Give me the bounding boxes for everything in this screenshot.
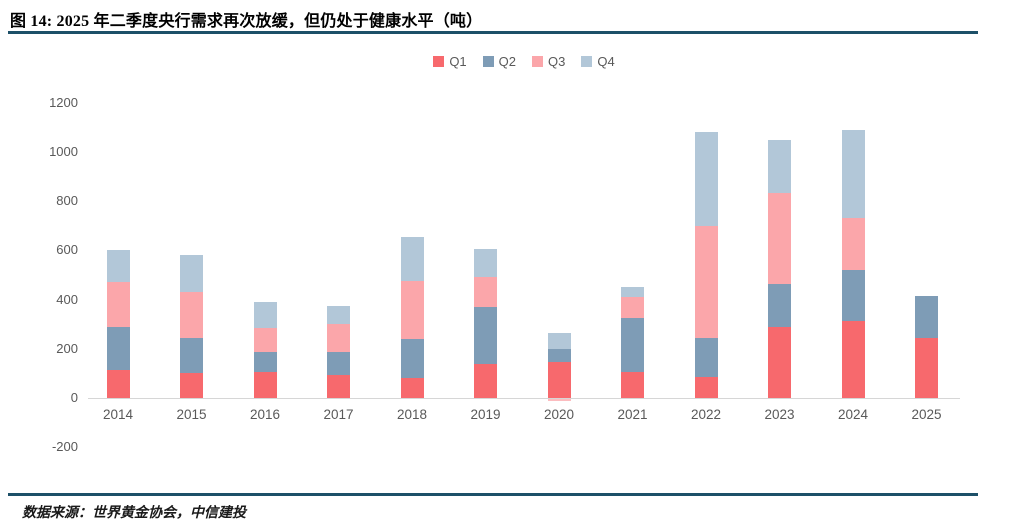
legend-label-q1: Q1: [449, 53, 467, 69]
bar-segment-q2-2015: [180, 337, 203, 374]
bar-segment-q3-2024: [841, 218, 865, 271]
legend-swatch-q3-icon: [532, 55, 543, 67]
y-axis-tick: 200: [56, 340, 78, 356]
x-axis-label-2020: 2020: [543, 407, 575, 422]
x-axis-label-2019: 2019: [470, 407, 501, 422]
x-axis-label-2025: 2025: [911, 407, 942, 422]
bar-segment-q4-2023: [768, 139, 791, 193]
bar-segment-q3-2014: [106, 282, 130, 327]
y-axis-tick: 0: [70, 390, 78, 405]
bar-segment-q2-2024: [841, 270, 865, 321]
bar-segment-q1-2014: [106, 369, 130, 398]
legend-label-q2: Q2: [498, 53, 516, 69]
x-axis-label-2015: 2015: [176, 407, 207, 422]
legend-swatch-q1-icon: [433, 55, 445, 67]
bar-segment-q1-2015: [180, 373, 203, 398]
legend-swatch-q4-icon: [581, 55, 593, 67]
bar-segment-q3-2020: [547, 399, 571, 402]
bar-segment-q3-2015: [180, 292, 203, 338]
bar-segment-q4-2014: [106, 250, 130, 283]
x-axis-label-2024: 2024: [837, 407, 869, 422]
bar-segment-q4-2021: [621, 287, 644, 298]
legend-label-q4: Q4: [597, 53, 615, 69]
y-axis-tick: 600: [56, 242, 78, 258]
bar-segment-q2-2019: [474, 306, 497, 364]
legend-label-q3: Q3: [548, 53, 566, 69]
zero-axis-line: [88, 398, 960, 399]
bar-segment-q4-2022: [694, 132, 718, 226]
bar-segment-q2-2014: [106, 326, 130, 370]
x-axis-label-2023: 2023: [764, 407, 795, 422]
x-axis-label-2022: 2022: [690, 407, 722, 422]
bar-segment-q4-2018: [400, 236, 424, 282]
bar-segment-q4-2016: [253, 302, 277, 328]
x-axis-label-2014: 2014: [102, 407, 134, 422]
bar-segment-q3-2016: [253, 327, 277, 353]
bar-segment-q1-2022: [694, 377, 718, 398]
bar-segment-q2-2020: [547, 348, 571, 363]
bar-segment-q4-2019: [474, 249, 497, 278]
bar-segment-q3-2018: [400, 281, 424, 339]
bar-segment-q2-2017: [327, 352, 350, 375]
legend-item-q2: Q2: [482, 53, 516, 69]
title-rule: [8, 31, 978, 34]
bar-segment-q3-2019: [474, 277, 497, 307]
bar-segment-q4-2020: [547, 332, 571, 349]
bar-segment-q2-2023: [768, 283, 791, 327]
source-rule: [8, 493, 978, 496]
x-axis-label-2018: 2018: [396, 407, 428, 422]
x-axis-label-2021: 2021: [617, 407, 648, 422]
bar-segment-q3-2021: [621, 297, 644, 319]
bar-segment-q1-2019: [474, 363, 497, 398]
y-axis-tick: 400: [56, 291, 78, 307]
bar-segment-q1-2021: [621, 372, 644, 398]
x-axis-label-2016: 2016: [249, 407, 281, 422]
bar-segment-q4-2017: [327, 305, 350, 325]
bar-segment-q3-2022: [694, 225, 718, 338]
legend-item-q1: Q1: [433, 53, 467, 69]
bar-segment-q1-2024: [841, 320, 865, 398]
source-note: 数据来源：世界黄金协会，中信建投: [22, 506, 246, 521]
figure-title: 图 14: 2025 年二季度央行需求再次放缓，但仍处于健康水平（吨）: [10, 13, 483, 30]
bar-segment-q1-2017: [327, 374, 350, 398]
bar-segment-q2-2016: [253, 352, 277, 373]
y-axis-tick: 1200: [49, 94, 78, 110]
bar-segment-q3-2017: [327, 324, 350, 353]
legend-item-q3: Q3: [532, 55, 565, 68]
bar-segment-q1-2025: [915, 337, 938, 398]
y-axis-tick: 1000: [49, 144, 78, 159]
bar-segment-q1-2023: [768, 326, 791, 398]
y-axis-tick: 800: [56, 193, 78, 209]
bar-segment-q2-2025: [915, 295, 938, 338]
y-axis-tick: -200: [51, 439, 78, 455]
bar-segment-q1-2018: [400, 378, 424, 398]
bar-segment-q2-2018: [400, 338, 424, 379]
bar-segment-q1-2016: [253, 372, 277, 398]
x-axis-label-2017: 2017: [323, 407, 354, 422]
legend-swatch-q2-icon: [482, 55, 494, 67]
bar-segment-q4-2024: [841, 129, 865, 219]
legend-item-q4: Q4: [581, 53, 615, 69]
bar-segment-q1-2020: [547, 362, 571, 398]
bar-segment-q2-2021: [621, 318, 644, 373]
bar-segment-q3-2023: [768, 192, 791, 284]
chart-legend: Q1 Q2 Q3 Q4: [88, 52, 960, 70]
bar-segment-q4-2015: [180, 255, 203, 293]
bar-segment-q2-2022: [694, 337, 718, 378]
